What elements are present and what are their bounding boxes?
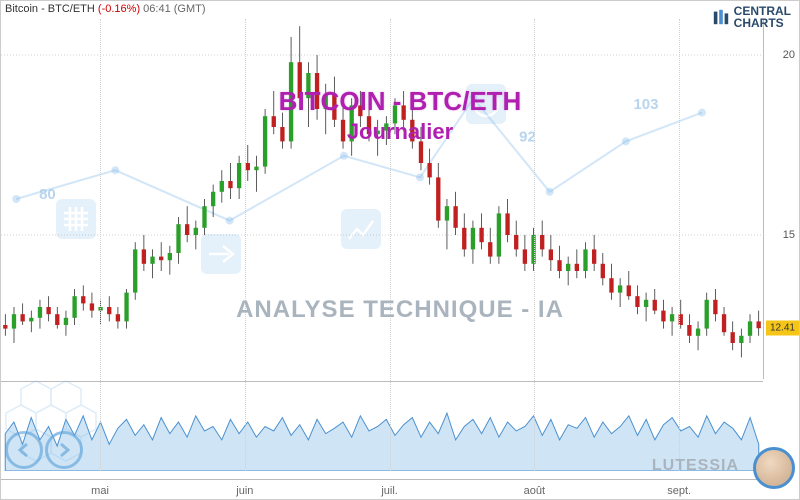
- y-tick-label: 15: [783, 229, 795, 241]
- footer-brand: LUTESSIA: [652, 457, 739, 475]
- current-price-badge: 12.41: [766, 321, 799, 336]
- avatar-icon[interactable]: [753, 447, 795, 489]
- x-tick-label: juil.: [381, 485, 398, 497]
- x-tick-label: mai: [91, 485, 109, 497]
- y-tick-label: 20: [783, 49, 795, 61]
- price-change: (-0.16%): [98, 3, 140, 15]
- price-chart[interactable]: 80 92 103: [1, 19, 763, 379]
- x-gridline: [245, 19, 246, 471]
- x-gridline: [679, 19, 680, 471]
- y-axis: 15 20 12.41: [763, 19, 799, 379]
- chart-title: BITCOIN - BTC/ETH: [279, 86, 522, 117]
- nav-next-button[interactable]: [45, 431, 83, 469]
- overlay-label: ANALYSE TECHNIQUE - IA: [236, 296, 564, 324]
- chart-header: Bitcoin - BTC/ETH (-0.16%) 06:41 (GMT): [5, 3, 206, 15]
- brand-logo: CENTRAL CHARTS: [712, 5, 791, 29]
- x-tick-label: sept.: [667, 485, 691, 497]
- logo-text-2: CHARTS: [734, 17, 791, 29]
- ticker-pair: Bitcoin - BTC/ETH: [5, 3, 95, 15]
- x-tick-label: juin: [236, 485, 253, 497]
- x-gridline: [534, 19, 535, 471]
- x-tick-label: août: [524, 485, 545, 497]
- svg-text:103: 103: [633, 96, 658, 113]
- timestamp: 06:41 (GMT): [143, 3, 205, 15]
- logo-icon: [712, 8, 730, 26]
- nav-prev-button[interactable]: [5, 431, 43, 469]
- x-axis: mai juin juil. août sept.: [1, 479, 763, 499]
- chart-container: Bitcoin - BTC/ETH (-0.16%) 06:41 (GMT) C…: [0, 0, 800, 500]
- chart-subtitle: Journalier: [347, 119, 453, 145]
- svg-text:92: 92: [519, 128, 536, 145]
- svg-text:80: 80: [39, 186, 56, 203]
